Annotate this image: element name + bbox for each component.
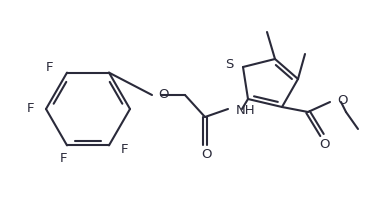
- Text: F: F: [46, 61, 53, 74]
- Text: F: F: [121, 143, 128, 156]
- Text: F: F: [26, 102, 34, 115]
- Text: O: O: [158, 87, 169, 100]
- Text: S: S: [226, 58, 234, 71]
- Text: O: O: [337, 94, 347, 107]
- Text: NH: NH: [236, 104, 256, 117]
- Text: O: O: [319, 138, 329, 151]
- Text: F: F: [59, 152, 67, 165]
- Text: O: O: [201, 148, 211, 161]
